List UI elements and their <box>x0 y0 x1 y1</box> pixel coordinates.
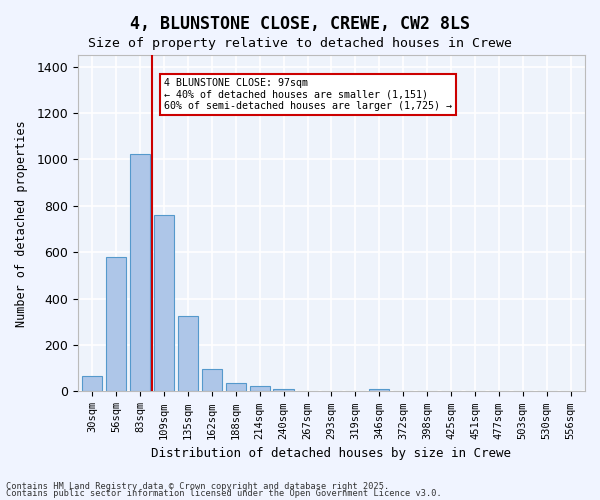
Bar <box>178 316 198 392</box>
Bar <box>130 154 150 392</box>
Bar <box>154 215 174 392</box>
Bar <box>369 388 389 392</box>
Text: 4, BLUNSTONE CLOSE, CREWE, CW2 8LS: 4, BLUNSTONE CLOSE, CREWE, CW2 8LS <box>130 15 470 33</box>
Bar <box>82 376 103 392</box>
X-axis label: Distribution of detached houses by size in Crewe: Distribution of detached houses by size … <box>151 447 511 460</box>
Bar <box>226 382 246 392</box>
Text: Contains public sector information licensed under the Open Government Licence v3: Contains public sector information licen… <box>6 490 442 498</box>
Bar <box>106 257 127 392</box>
Y-axis label: Number of detached properties: Number of detached properties <box>15 120 28 326</box>
Bar <box>274 388 294 392</box>
Bar <box>202 370 222 392</box>
Text: 4 BLUNSTONE CLOSE: 97sqm
← 40% of detached houses are smaller (1,151)
60% of sem: 4 BLUNSTONE CLOSE: 97sqm ← 40% of detach… <box>164 78 452 112</box>
Bar <box>250 386 270 392</box>
Text: Contains HM Land Registry data © Crown copyright and database right 2025.: Contains HM Land Registry data © Crown c… <box>6 482 389 491</box>
Text: Size of property relative to detached houses in Crewe: Size of property relative to detached ho… <box>88 38 512 51</box>
